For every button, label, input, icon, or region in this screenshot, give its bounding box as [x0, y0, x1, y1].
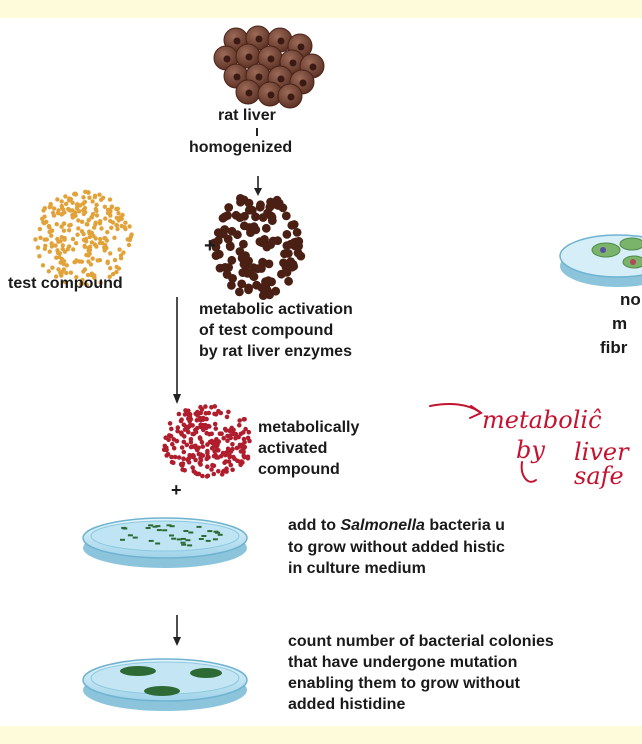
liver-enzyme-particles: [209, 194, 306, 300]
right-label-2: m: [612, 314, 628, 333]
count-line-2: that have undergone mutation: [288, 654, 518, 671]
arrow-down-icon: [173, 615, 181, 646]
petri-dish-fibroblasts: [559, 234, 642, 287]
test-compound-label: test compound: [8, 275, 123, 292]
rat-liver-label: rat liver: [218, 107, 276, 124]
right-label-1: no: [620, 290, 641, 309]
handwritten-note-by: by: [516, 436, 545, 464]
liver-cells-icon: [213, 25, 325, 109]
plus-sign: +: [171, 480, 182, 500]
activation-line-1: metabolic activation: [199, 301, 353, 318]
handwritten-arrow: [429, 403, 537, 483]
arrow-down-icon: [254, 176, 262, 196]
activated-compound-particles: [161, 404, 252, 479]
ames-test-diagram: [33, 25, 642, 711]
handwritten-note-line-3: safe: [574, 462, 624, 490]
test-compound-particles: [33, 189, 134, 288]
right-label-3: fibr: [600, 338, 628, 357]
count-line-4: added histidine: [288, 696, 406, 713]
homogenized-label: homogenized: [189, 139, 293, 156]
count-line-1: count number of bacterial colonies: [288, 633, 554, 650]
salmonella-line-1: add to Salmonella bacteria u: [288, 516, 505, 536]
activation-line-3: by rat liver enzymes: [199, 343, 352, 360]
salmonella-line-2: to grow without added histic: [288, 539, 505, 556]
petri-dish-colonies: [82, 658, 248, 711]
handwritten-note-liver: liver: [574, 438, 629, 466]
salmonella-text: add to: [288, 517, 341, 534]
activated-line-1: metabolically: [258, 419, 360, 436]
activated-line-3: compound: [258, 461, 340, 478]
petri-dish-bacteria: [82, 517, 248, 568]
plus-sign: +: [204, 235, 216, 257]
salmonella-italic: Salmonella: [340, 517, 425, 534]
activated-line-2: activated: [258, 440, 328, 457]
diagram-canvas: rat liver homogenized + test compound me…: [0, 18, 642, 726]
arrow-down-icon: [173, 297, 181, 404]
salmonella-line-3: in culture medium: [288, 560, 426, 577]
salmonella-text-end: bacteria u: [424, 517, 505, 534]
handwritten-note-line-1: metaboliĉ: [482, 406, 602, 434]
count-line-3: enabling them to grow without: [288, 675, 520, 692]
activation-line-2: of test compound: [199, 322, 334, 339]
